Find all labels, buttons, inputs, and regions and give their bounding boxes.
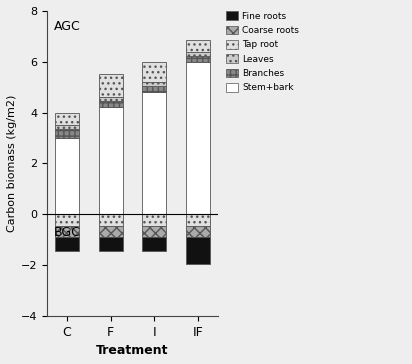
Bar (99, 75, 123, 97)
Bar (186, 237, 210, 264)
Bar (55, 125, 79, 129)
Bar (142, 237, 166, 251)
Bar (55, 214, 79, 226)
Bar (55, 226, 79, 237)
Bar (99, 226, 123, 237)
Bar (186, 62, 210, 214)
Bar (186, 52, 210, 56)
Bar (99, 237, 123, 251)
Bar (142, 226, 166, 237)
Bar (186, 214, 210, 226)
Bar (186, 40, 210, 52)
Bar (99, 107, 123, 214)
Bar (55, 237, 79, 251)
Bar (142, 62, 166, 82)
Bar (99, 97, 123, 101)
Y-axis label: Carbon biomass (kg/m2): Carbon biomass (kg/m2) (7, 95, 17, 232)
Bar (55, 112, 79, 125)
Bar (142, 82, 166, 86)
Legend: Fine roots, Coarse roots, Tap root, Leaves, Branches, Stem+bark: Fine roots, Coarse roots, Tap root, Leav… (224, 9, 301, 94)
Text: AGC: AGC (54, 20, 81, 33)
Bar (186, 56, 210, 62)
Bar (142, 86, 166, 92)
Bar (99, 101, 123, 107)
X-axis label: Treatment: Treatment (96, 344, 169, 357)
Bar (55, 129, 79, 138)
Bar (99, 214, 123, 226)
Bar (142, 92, 166, 214)
Text: BGC: BGC (54, 226, 81, 239)
Bar (55, 138, 79, 214)
Bar (142, 214, 166, 226)
Bar (186, 226, 210, 237)
